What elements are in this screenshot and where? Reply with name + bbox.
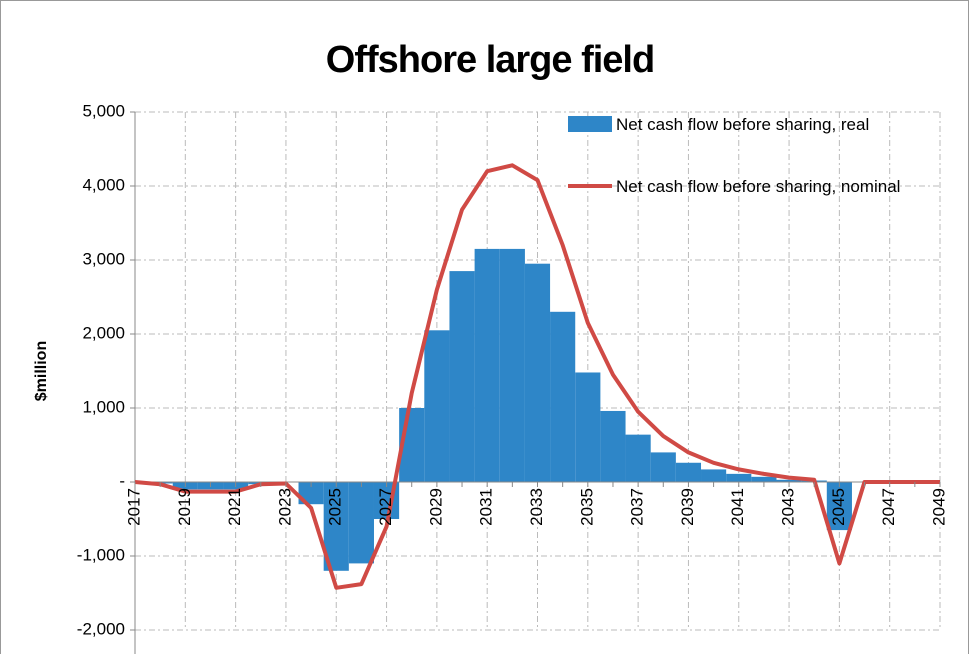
bar bbox=[298, 482, 324, 505]
y-tick-label: 5,000 bbox=[82, 101, 125, 120]
x-tick-label: 2049 bbox=[929, 488, 948, 526]
bar bbox=[600, 410, 626, 482]
x-tick-label: 2031 bbox=[477, 488, 496, 526]
bar bbox=[675, 462, 702, 482]
x-tick-label: 2047 bbox=[879, 488, 898, 526]
y-axis-label: $million bbox=[33, 341, 50, 401]
x-tick-label: 2041 bbox=[728, 488, 747, 526]
y-tick-label: 1,000 bbox=[82, 397, 125, 416]
bar bbox=[524, 263, 551, 482]
legend-label: Net cash flow before sharing, real bbox=[616, 115, 870, 134]
y-tick-label: -1,000 bbox=[77, 545, 125, 564]
x-tick-label: 2043 bbox=[779, 488, 798, 526]
y-tick-label: -2,000 bbox=[77, 619, 125, 638]
y-tick-label: 2,000 bbox=[82, 323, 125, 342]
chart-title: Offshore large field bbox=[326, 39, 654, 81]
x-tick-label: 2027 bbox=[376, 488, 395, 526]
bar bbox=[776, 479, 802, 482]
bar bbox=[424, 330, 450, 482]
bar bbox=[701, 469, 727, 482]
bar bbox=[449, 271, 475, 482]
x-tick-label: 2045 bbox=[829, 488, 848, 526]
bar bbox=[348, 482, 374, 564]
x-tick-label: 2033 bbox=[527, 488, 546, 526]
x-tick-label: 2019 bbox=[175, 488, 194, 526]
bar bbox=[650, 452, 676, 482]
legend-swatch bbox=[568, 116, 612, 132]
x-tick-label: 2029 bbox=[426, 488, 445, 526]
bar bbox=[751, 476, 777, 482]
bar bbox=[826, 482, 852, 531]
bar bbox=[625, 434, 651, 482]
x-tick-label: 2025 bbox=[326, 488, 345, 526]
bar bbox=[474, 248, 500, 482]
y-tick-label: - bbox=[119, 471, 125, 490]
bar bbox=[575, 372, 601, 482]
y-tick-label: 3,000 bbox=[82, 249, 125, 268]
bar bbox=[726, 473, 752, 482]
y-tick-label: 4,000 bbox=[82, 175, 125, 194]
x-tick-label: 2035 bbox=[577, 488, 596, 526]
x-tick-label: 2023 bbox=[275, 488, 294, 526]
x-tick-label: 2017 bbox=[124, 488, 143, 526]
bar bbox=[550, 311, 576, 482]
bar bbox=[499, 248, 525, 482]
legend-label: Net cash flow before sharing, nominal bbox=[616, 177, 901, 196]
x-tick-label: 2039 bbox=[678, 488, 697, 526]
x-tick-label: 2021 bbox=[225, 488, 244, 526]
x-tick-label: 2037 bbox=[628, 488, 647, 526]
line bbox=[134, 163, 940, 590]
